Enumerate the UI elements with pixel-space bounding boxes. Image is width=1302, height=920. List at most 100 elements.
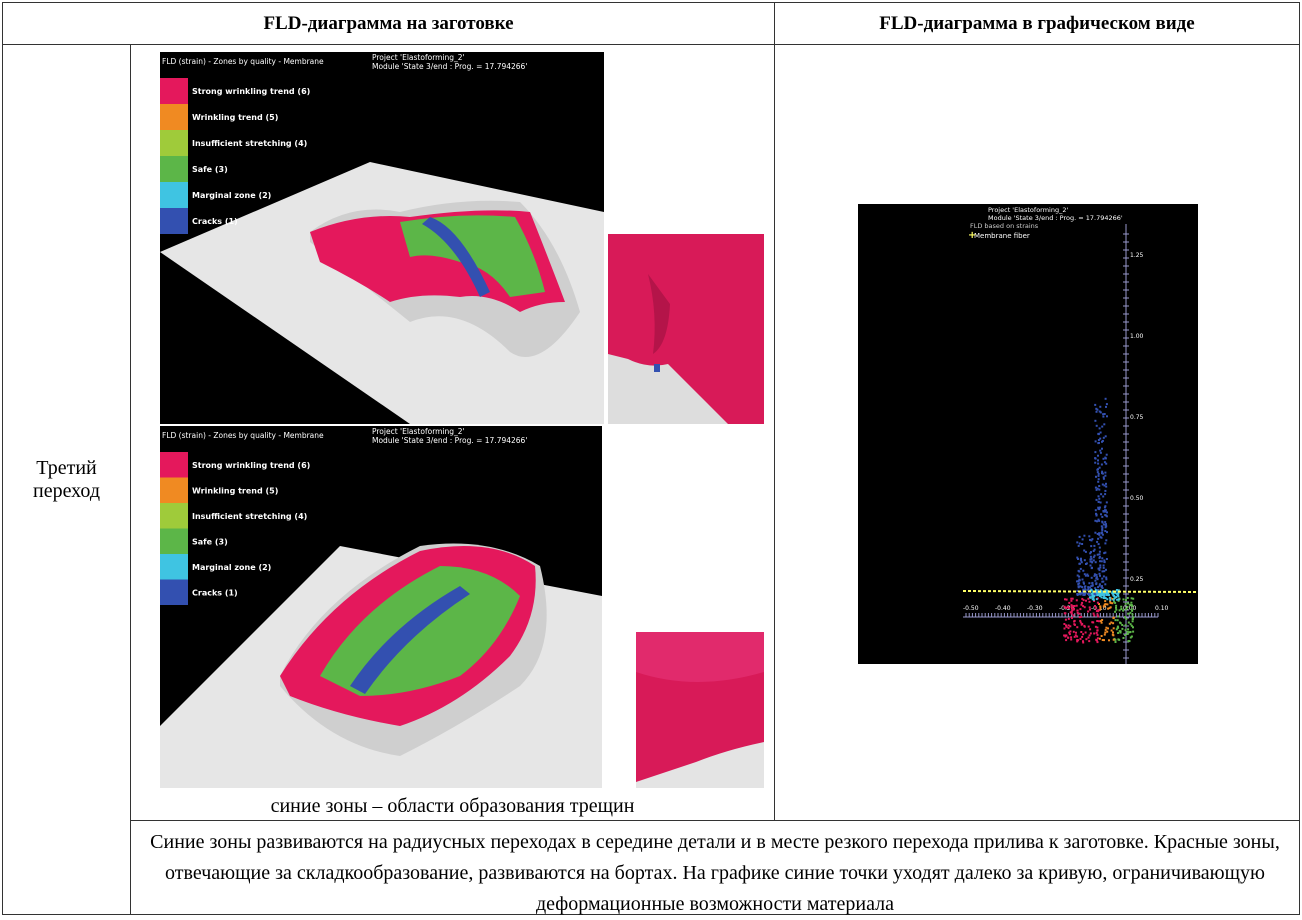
- scatter-dot: [1099, 585, 1101, 587]
- scatter-dot: [1106, 631, 1108, 633]
- scatter-dot: [1098, 475, 1100, 477]
- scatter-dot: [1121, 624, 1123, 626]
- scatter-dot: [1132, 614, 1134, 616]
- scatter-dot: [1076, 599, 1078, 601]
- scatter-dot: [1097, 471, 1099, 473]
- scatter-dot: [1073, 614, 1075, 616]
- scatter-dot: [1091, 577, 1093, 579]
- scatter-dot: [1074, 605, 1076, 607]
- scatter-dot: [1085, 563, 1087, 565]
- scatter-dot: [1090, 545, 1092, 547]
- scatter-dot: [1104, 505, 1106, 507]
- scatter-dot: [1102, 510, 1104, 512]
- scatter-dot: [1105, 463, 1107, 465]
- scatter-dot: [1104, 490, 1106, 492]
- page: FLD-диаграмма на заготовке FLD-диаграмма…: [0, 0, 1302, 917]
- scatter-dot: [1128, 622, 1130, 624]
- legend-label: Wrinkling trend (5): [192, 486, 278, 495]
- scatter-dot: [1104, 485, 1106, 487]
- scatter-dot: [1079, 613, 1081, 615]
- y-tick-label: 0.75: [1130, 414, 1144, 421]
- scatter-dot: [1098, 485, 1100, 487]
- legend-swatch: [160, 529, 188, 555]
- scatter-dot: [1083, 593, 1085, 595]
- scatter-dot: [1085, 600, 1087, 602]
- scatter-dot: [1100, 532, 1102, 534]
- scatter-dot: [1102, 440, 1104, 442]
- x-tick-label: 0.00: [1123, 605, 1137, 612]
- scatter-dot: [1099, 427, 1101, 429]
- scatter-dot: [1099, 564, 1101, 566]
- y-tick-label: 0.50: [1130, 495, 1144, 502]
- image-cell: Project 'Elastoforming_2'Module 'State 3…: [774, 44, 1300, 821]
- scatter-dot: [1117, 638, 1119, 640]
- scatter-dot: [1117, 619, 1119, 621]
- scatter-dot: [1095, 509, 1097, 511]
- scatter-dot: [1082, 642, 1084, 644]
- scatter-dot: [1075, 632, 1077, 634]
- scatter-dot: [1125, 629, 1127, 631]
- scatter-dot: [1095, 487, 1097, 489]
- caption: синие зоны – области образования трещин: [131, 795, 774, 818]
- scatter-dot: [1087, 593, 1089, 595]
- scatter-dot: [1080, 560, 1082, 562]
- scatter-dot: [1071, 611, 1073, 613]
- scatter-dot: [1083, 535, 1085, 537]
- project: Project 'Elastoforming_2': [988, 206, 1068, 214]
- scatter-dot: [1073, 621, 1075, 623]
- scatter-dot: [1096, 489, 1098, 491]
- scatter-dot: [1077, 612, 1079, 614]
- y-tick-label: 1.25: [1130, 252, 1144, 259]
- scatter-dot: [1111, 630, 1113, 632]
- scatter-dot: [1105, 539, 1107, 541]
- scatter-dot: [1127, 613, 1129, 615]
- scatter-dot: [1098, 495, 1100, 497]
- scatter-dot: [1088, 582, 1090, 584]
- scatter-dot: [1125, 599, 1127, 601]
- scatter-dot: [1125, 618, 1127, 620]
- scatter-dot: [1076, 580, 1078, 582]
- scatter-dot: [1094, 404, 1096, 406]
- scatter-dot: [1105, 578, 1107, 580]
- scatter-dot: [1117, 627, 1119, 629]
- project: Project 'Elastoforming_2': [372, 53, 465, 62]
- scatter-dot: [1113, 627, 1115, 629]
- scatter-dot: [1063, 635, 1065, 637]
- scatter-dot: [1132, 598, 1134, 600]
- scatter-dot: [1104, 600, 1106, 602]
- scatter-dot: [1127, 597, 1129, 599]
- scatter-dot: [1111, 602, 1113, 604]
- scatter-dot: [1100, 452, 1102, 454]
- x-tick-label: -0.30: [1027, 605, 1043, 612]
- scatter-dot: [1090, 551, 1092, 553]
- zoom-inset: [608, 234, 764, 424]
- scatter-dot: [1103, 565, 1105, 567]
- scatter-dot: [1102, 413, 1104, 415]
- header-cell: FLD-диаграмма в графическом виде: [774, 2, 1300, 45]
- scatter-dot: [1101, 635, 1103, 637]
- scatter-dot: [1070, 598, 1072, 600]
- scatter-dot: [1095, 639, 1097, 641]
- screenshot: Strong wrinkling trend (6)Wrinkling tren…: [160, 52, 604, 424]
- scatter-dot: [1096, 469, 1098, 471]
- scatter-dot: [1078, 586, 1080, 588]
- scatter-dot: [1070, 636, 1072, 638]
- row-label-cell: Третий переход: [2, 44, 131, 915]
- scatter-dot: [1103, 476, 1105, 478]
- scatter-dot: [1130, 602, 1132, 604]
- scatter-dot: [1105, 526, 1107, 528]
- scatter-dot: [1132, 626, 1134, 628]
- scatter-dot: [1099, 507, 1101, 509]
- scatter-dot: [1097, 602, 1099, 604]
- scatter-dot: [1132, 631, 1134, 633]
- scatter-dot: [1097, 615, 1099, 617]
- scatter-dot: [1101, 557, 1103, 559]
- scatter-dot: [1112, 631, 1114, 633]
- scatter-dot: [1108, 639, 1110, 641]
- scatter-dot: [1093, 615, 1095, 617]
- scatter-dot: [1102, 416, 1104, 418]
- legend-swatch: [160, 78, 188, 104]
- scatter-dot: [1095, 458, 1097, 460]
- scatter-dot: [1068, 624, 1070, 626]
- scatter-dot: [1105, 398, 1107, 400]
